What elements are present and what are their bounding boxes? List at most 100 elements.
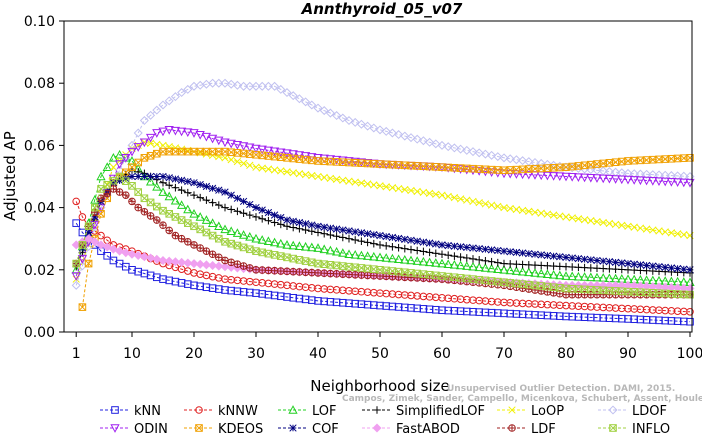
x-axis-title: Neighborhood size (310, 377, 449, 395)
data-point-loop (506, 204, 514, 213)
data-point-inflo (419, 270, 428, 278)
data-point-ldf (339, 270, 347, 278)
data-point-loop (500, 203, 508, 212)
data-point-cof (159, 172, 167, 181)
data-point-kdeos (184, 147, 192, 156)
data-point-knnw (78, 213, 87, 221)
data-point-cof (264, 208, 273, 217)
data-point-odin (672, 178, 683, 187)
data-point-inflo (91, 203, 99, 212)
data-point-odin (635, 176, 646, 186)
data-point-ldof (635, 169, 645, 179)
data-point-loop (270, 166, 279, 174)
data-point-simplifiedlof (494, 258, 502, 267)
data-point-ldof (511, 155, 521, 165)
legend-item-ldf: LDF (497, 422, 556, 434)
data-point-ldf (320, 269, 329, 278)
data-point-lof (468, 261, 478, 271)
data-point-cof (568, 254, 576, 262)
data-point-odin (524, 170, 534, 180)
data-point-lof (356, 250, 367, 260)
data-point-fastabod (139, 252, 149, 262)
data-point-ldof (313, 103, 323, 113)
data-point-fastabod (96, 240, 106, 250)
data-point-ldof (381, 126, 391, 136)
data-point-ldof (344, 116, 354, 126)
data-point-ldof (518, 156, 528, 166)
data-point-ldof (369, 123, 379, 133)
data-point-ldof (412, 134, 422, 144)
data-point-simplifiedlof (165, 181, 173, 190)
data-point-cof (258, 206, 266, 214)
data-point-loop (438, 191, 446, 199)
x-tick-label: 30 (247, 346, 265, 362)
data-point-simplifiedlof (394, 243, 403, 252)
data-point-ldof (375, 125, 385, 135)
data-point-lof (393, 254, 404, 264)
data-point-lof (257, 235, 267, 244)
data-point-cof (661, 263, 669, 271)
x-tick-label: 40 (309, 346, 327, 362)
data-point-cof (506, 248, 514, 256)
data-point-simplifiedlof (487, 257, 496, 266)
data-point-inflo (134, 188, 142, 196)
data-point-lof (418, 256, 429, 266)
data-point-ldof (239, 81, 249, 91)
data-point-ldf (239, 262, 248, 270)
data-point-ldf (252, 266, 260, 274)
legend-item-lof: LOF (278, 404, 337, 419)
data-point-loop (357, 179, 366, 187)
data-point-loop (202, 150, 211, 158)
data-point-cof (500, 247, 508, 255)
data-point-ldof (493, 152, 503, 162)
data-point-ldf (153, 216, 161, 224)
x-tick-label: 100 (677, 346, 702, 362)
data-point-ldof (449, 143, 459, 153)
data-point-odin (579, 173, 590, 183)
data-point-cof (308, 221, 316, 229)
data-point-cof (208, 184, 217, 192)
data-point-ldof (394, 130, 404, 140)
data-point-ldof (152, 105, 162, 115)
data-point-odin (133, 143, 143, 152)
data-point-loop (388, 184, 397, 192)
data-point-ldof (536, 158, 546, 168)
data-point-fastabod (102, 242, 112, 252)
x-tick-label: 70 (495, 346, 513, 362)
data-point-simplifiedlof (388, 242, 397, 251)
data-point-odin (356, 158, 367, 168)
data-point-odin (350, 157, 360, 167)
data-point-ldof (456, 144, 466, 154)
data-point-ldof (158, 100, 168, 110)
plot-frame (63, 20, 693, 333)
data-point-loop (444, 192, 452, 201)
y-tick-label: 0.00 (24, 325, 55, 341)
data-point-fastabod (90, 237, 100, 247)
data-point-lof (207, 218, 218, 227)
data-point-simplifiedlof (233, 207, 242, 216)
data-point-loop (246, 161, 254, 169)
data-point-odin (598, 174, 608, 184)
data-point-odin (139, 138, 150, 148)
data-point-odin (561, 172, 571, 182)
data-point-cof (444, 241, 452, 250)
data-point-cof (283, 216, 291, 224)
data-point-loop (258, 164, 266, 172)
data-point-ldof (276, 84, 286, 94)
y-tick-label: 0.04 (24, 201, 55, 217)
legend-label: kNNW (218, 404, 258, 419)
data-point-lof (400, 254, 410, 264)
data-point-simplifiedlof (463, 254, 471, 262)
data-point-loop (456, 195, 465, 203)
data-point-lof (567, 271, 577, 281)
data-point-ldf (264, 266, 273, 275)
data-point-simplifiedlof (419, 247, 428, 256)
series-line-ldof (75, 82, 691, 286)
data-point-cof (270, 211, 279, 219)
data-point-lof (90, 194, 100, 204)
data-point-lof (344, 249, 354, 259)
data-point-ldof (400, 131, 410, 141)
legend-label: LoOP (531, 404, 564, 419)
data-point-ldof (251, 81, 261, 91)
data-point-simplifiedlof (196, 193, 204, 202)
